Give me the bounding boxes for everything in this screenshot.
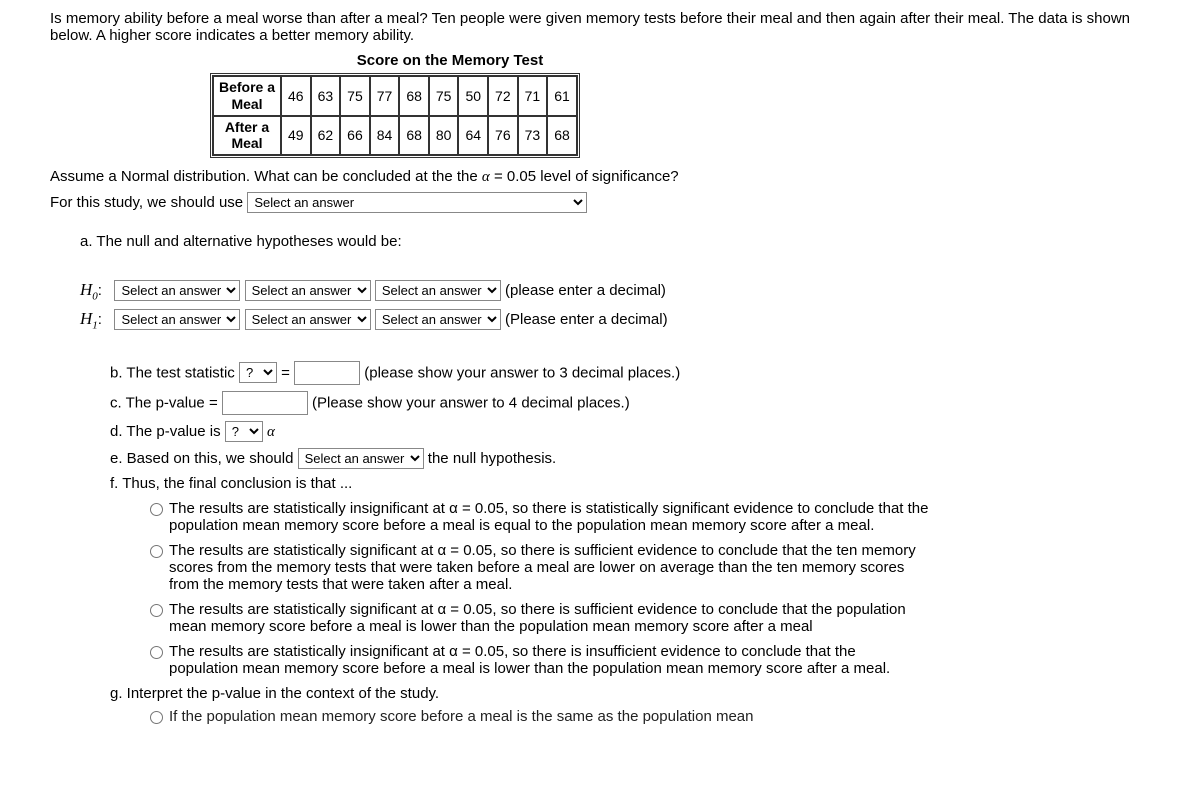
part-g: g. Interpret the p-value in the context …: [110, 685, 1150, 702]
h1-op-select[interactable]: Select an answer: [245, 309, 371, 330]
table-row: After a Meal 49 62 66 84 68 80 64 76 73 …: [213, 116, 577, 156]
h0-op-select[interactable]: Select an answer: [245, 280, 371, 301]
cell: 68: [399, 76, 429, 116]
cell: 72: [488, 76, 518, 116]
cell: 68: [399, 116, 429, 156]
h0-param1-select[interactable]: Select an answer: [114, 280, 240, 301]
study-method-select[interactable]: Select an answer: [247, 192, 587, 213]
radio-2[interactable]: [150, 545, 163, 558]
cell: 49: [281, 116, 311, 156]
part-b-pre: b. The test statistic: [110, 364, 239, 381]
row-header-after: After a Meal: [213, 116, 281, 156]
intro-text: Is memory ability before a meal worse th…: [50, 10, 1150, 44]
option-text-1: The results are statistically insignific…: [169, 500, 929, 534]
table-row: Before a Meal 46 63 75 77 68 75 50 72 71…: [213, 76, 577, 116]
row-header-before: Before a Meal: [213, 76, 281, 116]
h1-label: H1: [80, 309, 98, 328]
option-text-3: The results are statistically significan…: [169, 601, 929, 635]
cell: 62: [311, 116, 341, 156]
alpha-symbol: α: [482, 169, 490, 185]
equals-sign: =: [281, 364, 294, 381]
radio-3[interactable]: [150, 604, 163, 617]
cutoff-option[interactable]: If the population mean memory score befo…: [145, 708, 1150, 725]
table-title: Score on the Memory Test: [260, 52, 640, 69]
test-stat-symbol-select[interactable]: ?: [239, 362, 277, 383]
cell: 46: [281, 76, 311, 116]
h0-label: H0: [80, 280, 98, 299]
part-e-pre: e. Based on this, we should: [110, 450, 298, 467]
study-pre: For this study, we should use: [50, 194, 247, 211]
study-line: For this study, we should use Select an …: [50, 192, 1150, 213]
radio-1[interactable]: [150, 503, 163, 516]
h1-param1-select[interactable]: Select an answer: [114, 309, 240, 330]
cell: 76: [488, 116, 518, 156]
cell: 80: [429, 116, 459, 156]
data-table: Before a Meal 46 63 75 77 68 75 50 72 71…: [210, 73, 580, 158]
cell: 84: [370, 116, 400, 156]
assume-line: Assume a Normal distribution. What can b…: [50, 168, 1150, 186]
conclusion-option-2[interactable]: The results are statistically significan…: [145, 542, 1150, 593]
option-text-2: The results are statistically significan…: [169, 542, 929, 593]
cell: 73: [518, 116, 548, 156]
pvalue-compare-select[interactable]: ?: [225, 421, 263, 442]
assume-pre: Assume a Normal distribution. What can b…: [50, 168, 482, 185]
colon: :: [98, 282, 102, 299]
cell: 50: [458, 76, 488, 116]
h0-param2-select[interactable]: Select an answer: [375, 280, 501, 301]
option-text-4: The results are statistically insignific…: [169, 643, 929, 677]
cell: 75: [340, 76, 370, 116]
assume-post: = 0.05 level of significance?: [490, 168, 679, 185]
colon: :: [98, 311, 102, 328]
cell: 61: [547, 76, 577, 116]
pvalue-input[interactable]: [222, 391, 308, 415]
part-f: f. Thus, the final conclusion is that ..…: [110, 475, 1150, 492]
part-c-pre: c. The p-value =: [110, 394, 222, 411]
cell: 68: [547, 116, 577, 156]
h1-param2-select[interactable]: Select an answer: [375, 309, 501, 330]
cell: 64: [458, 116, 488, 156]
radio-g1[interactable]: [150, 711, 163, 724]
decimal-hint2: (Please enter a decimal): [505, 311, 668, 328]
cell: 71: [518, 76, 548, 116]
conclusion-option-3[interactable]: The results are statistically significan…: [145, 601, 1150, 635]
part-d-pre: d. The p-value is: [110, 423, 225, 440]
cell: 77: [370, 76, 400, 116]
cutoff-text: If the population mean memory score befo…: [169, 708, 754, 725]
alpha-symbol-d: α: [267, 424, 275, 440]
decimal-hint: (please enter a decimal): [505, 282, 666, 299]
radio-4[interactable]: [150, 646, 163, 659]
cell: 66: [340, 116, 370, 156]
conclusion-option-4[interactable]: The results are statistically insignific…: [145, 643, 1150, 677]
test-statistic-input[interactable]: [294, 361, 360, 385]
cell: 75: [429, 76, 459, 116]
part-c-post: (Please show your answer to 4 decimal pl…: [312, 394, 630, 411]
conclusion-option-1[interactable]: The results are statistically insignific…: [145, 500, 1150, 534]
part-a: a. The null and alternative hypotheses w…: [80, 233, 1150, 250]
part-e-post: the null hypothesis.: [428, 450, 556, 467]
cell: 63: [311, 76, 341, 116]
decision-select[interactable]: Select an answer: [298, 448, 424, 469]
part-b-post: (please show your answer to 3 decimal pl…: [364, 364, 680, 381]
